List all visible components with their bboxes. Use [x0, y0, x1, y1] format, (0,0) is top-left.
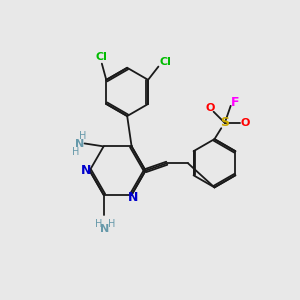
Text: H: H: [108, 219, 116, 229]
Text: N: N: [81, 164, 91, 177]
Text: H: H: [79, 131, 86, 141]
Text: N: N: [128, 191, 138, 204]
Text: S: S: [220, 116, 229, 129]
Text: O: O: [206, 103, 215, 113]
Text: O: O: [240, 118, 250, 128]
Text: Cl: Cl: [159, 57, 171, 67]
Text: F: F: [231, 96, 239, 109]
Text: H: H: [94, 219, 102, 229]
Text: H: H: [72, 147, 79, 157]
Text: N: N: [75, 139, 84, 149]
Text: N: N: [100, 224, 110, 234]
Text: Cl: Cl: [96, 52, 108, 62]
